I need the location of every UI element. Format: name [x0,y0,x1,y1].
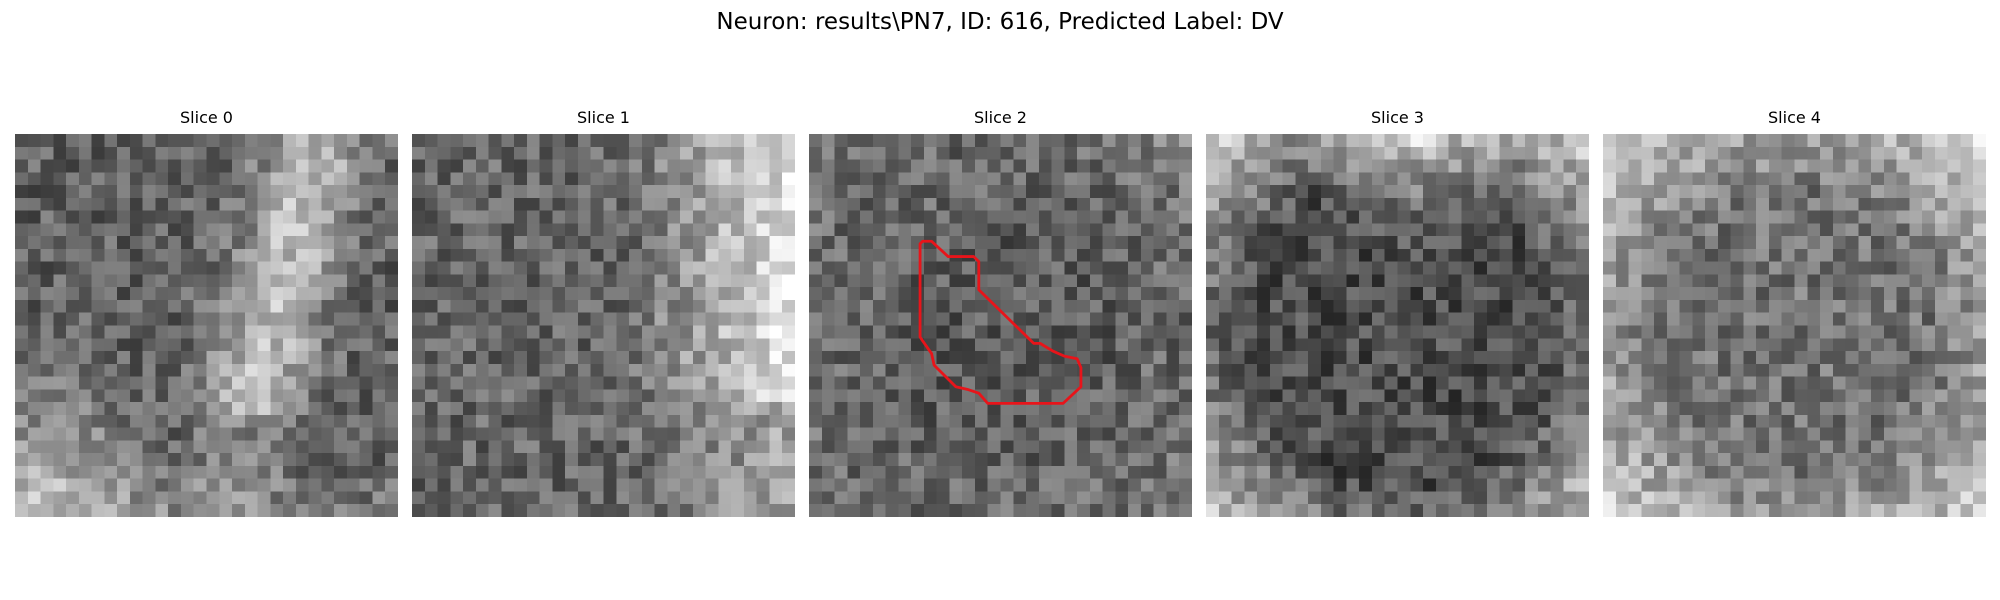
slice-image-3 [1206,134,1589,517]
slice-panel-4: Slice 4 [1603,108,1986,517]
figure-title: Neuron: results\PN7, ID: 616, Predicted … [716,9,1284,35]
slice-image-0 [15,134,398,517]
segmentation-contour [918,239,1083,405]
slice-image-4 [1603,134,1986,517]
slice-image-2 [809,134,1192,517]
slice-title-3: Slice 3 [1371,108,1424,127]
slice-panel-3: Slice 3 [1206,108,1589,517]
slice-title-4: Slice 4 [1768,108,1821,127]
slice-image-1 [412,134,795,517]
slice-panel-1: Slice 1 [412,108,795,517]
slice-panel-2: Slice 2 [809,108,1192,517]
slice-title-2: Slice 2 [974,108,1027,127]
slice-title-1: Slice 1 [577,108,630,127]
slice-title-0: Slice 0 [180,108,233,127]
slice-panel-0: Slice 0 [15,108,398,517]
